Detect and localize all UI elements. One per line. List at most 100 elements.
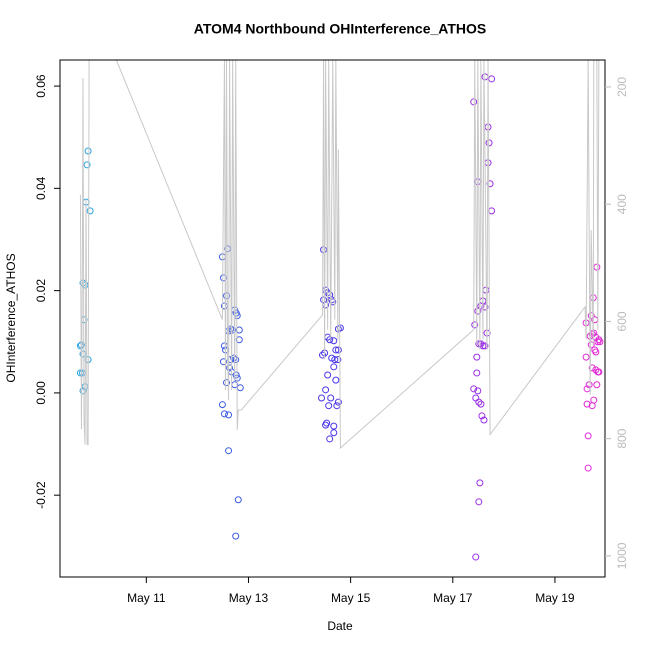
point — [473, 353, 481, 361]
point — [219, 358, 227, 366]
point — [229, 326, 237, 334]
x-tick-label: May 19 — [535, 591, 575, 605]
point — [488, 75, 496, 83]
point — [477, 302, 485, 310]
point — [83, 161, 91, 169]
point — [481, 303, 489, 311]
point — [226, 364, 234, 372]
point — [326, 435, 334, 443]
point — [234, 496, 242, 504]
point — [331, 356, 339, 364]
point — [475, 398, 483, 406]
point — [472, 553, 480, 561]
y-tick-label: 0.06 — [34, 74, 48, 98]
point — [585, 381, 593, 389]
point — [478, 412, 486, 420]
y2-tick-label: 600 — [615, 311, 629, 331]
plot-area — [76, 60, 604, 561]
point — [330, 422, 338, 430]
x-tick-label: May 15 — [331, 591, 371, 605]
point — [332, 376, 340, 384]
point — [486, 180, 494, 188]
point — [334, 398, 342, 406]
point — [330, 429, 338, 437]
point — [322, 421, 330, 429]
point — [594, 368, 602, 376]
x-axis-label: Date — [327, 619, 353, 633]
point — [223, 379, 231, 387]
x-tick-label: May 11 — [127, 591, 166, 605]
point — [593, 381, 601, 389]
point — [477, 340, 485, 348]
x-tick-label: May 17 — [433, 591, 473, 605]
point — [596, 338, 604, 346]
point — [473, 369, 481, 377]
plot-frame — [59, 59, 606, 578]
point — [587, 312, 595, 320]
point — [319, 351, 327, 359]
point — [330, 363, 338, 371]
point — [582, 353, 590, 361]
point — [485, 139, 493, 147]
point — [325, 402, 333, 410]
point — [219, 274, 227, 282]
point — [327, 394, 335, 402]
point — [329, 298, 337, 306]
point — [79, 387, 87, 395]
point — [324, 371, 332, 379]
point — [584, 464, 592, 472]
point — [472, 394, 480, 402]
y2-tick-label: 200 — [615, 77, 629, 97]
point — [471, 321, 479, 329]
point — [322, 386, 330, 394]
y-tick-label: 0.02 — [34, 279, 48, 303]
point — [475, 340, 483, 348]
y2-tick-label: 800 — [615, 428, 629, 448]
point — [480, 416, 488, 424]
point — [235, 336, 243, 344]
point — [470, 98, 478, 106]
point — [232, 532, 240, 540]
point — [475, 498, 483, 506]
point — [220, 342, 228, 350]
y-axis-label: OHInterference_ATHOS — [4, 253, 18, 382]
point — [593, 263, 601, 271]
point — [332, 346, 340, 354]
point — [225, 411, 233, 419]
point — [334, 356, 342, 364]
point — [590, 396, 598, 404]
point — [79, 350, 87, 358]
y-tick-label: 0.04 — [34, 176, 48, 200]
point — [477, 400, 485, 408]
y2-tick-label: 1000 — [615, 542, 629, 569]
point — [225, 447, 233, 455]
point — [232, 356, 240, 364]
y2-tick-label: 400 — [615, 194, 629, 214]
point — [587, 341, 595, 349]
chart-title: ATOM4 Northbound OHInterference_ATHOS — [194, 21, 486, 37]
point — [333, 402, 341, 410]
point — [326, 336, 334, 344]
point — [588, 402, 596, 410]
point — [474, 387, 482, 395]
x-tick-label: May 13 — [229, 591, 269, 605]
point — [220, 410, 228, 418]
point — [588, 364, 596, 372]
y-tick-label: 0.00 — [34, 381, 48, 405]
point — [223, 292, 231, 300]
point — [334, 346, 342, 354]
point — [594, 338, 602, 346]
point — [481, 342, 489, 350]
point — [84, 147, 92, 155]
point — [592, 348, 600, 356]
point — [481, 73, 489, 81]
point — [236, 384, 244, 392]
point — [218, 401, 226, 409]
point — [488, 207, 496, 215]
point — [232, 371, 240, 379]
line — [79, 60, 600, 450]
point — [86, 207, 94, 215]
point — [235, 326, 243, 334]
